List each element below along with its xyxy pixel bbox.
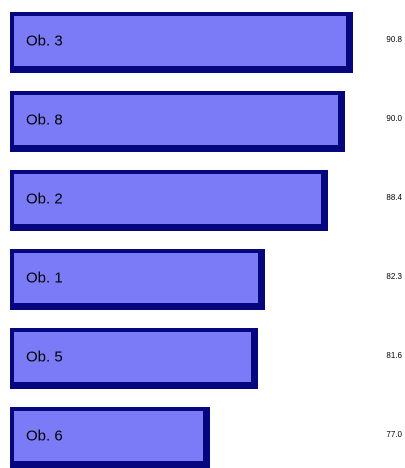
bar: Ob. 6	[10, 407, 210, 468]
bar-category-label: Ob. 3	[26, 32, 63, 50]
bar-value-label: 77.0	[386, 429, 402, 439]
bar-category-label: Ob. 5	[26, 348, 63, 366]
bar-category-label: Ob. 2	[26, 190, 63, 208]
bar-value-label: 82.3	[386, 271, 402, 281]
bar: Ob. 3	[10, 12, 353, 73]
bar-value-label: 88.4	[386, 192, 402, 202]
bar: Ob. 8	[10, 91, 345, 152]
bar-category-label: Ob. 1	[26, 269, 63, 287]
bar: Ob. 2	[10, 170, 328, 231]
bar-value-label: 81.6	[386, 350, 402, 360]
bar: Ob. 5	[10, 328, 258, 389]
bar-value-label: 90.0	[386, 113, 402, 123]
bar-category-label: Ob. 6	[26, 427, 63, 445]
bar: Ob. 1	[10, 249, 265, 310]
bar-value-label: 90.8	[386, 34, 402, 44]
bar-category-label: Ob. 8	[26, 111, 63, 129]
